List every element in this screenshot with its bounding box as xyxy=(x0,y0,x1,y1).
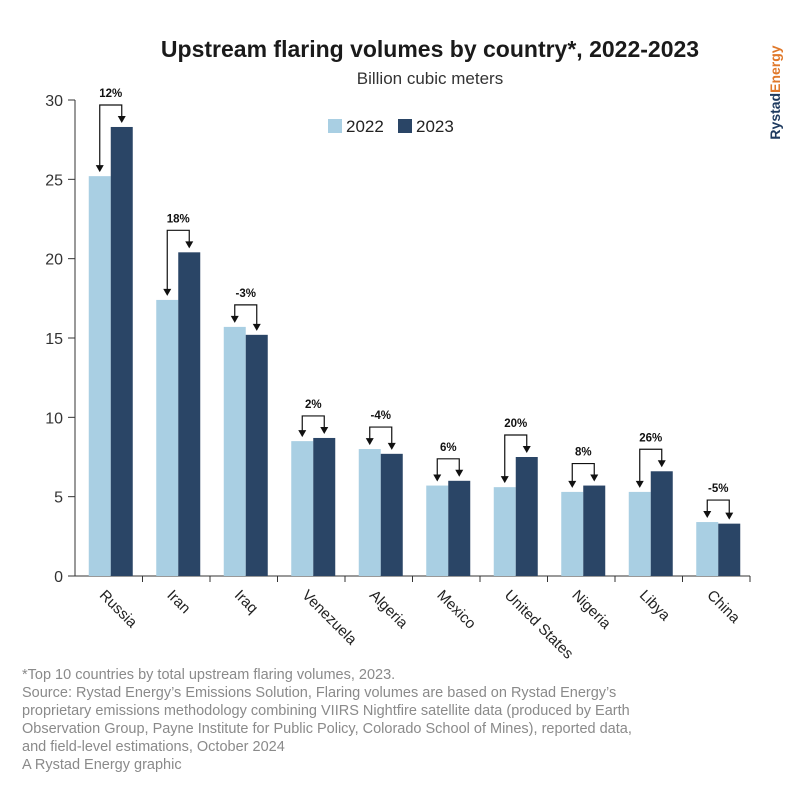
bar-2023 xyxy=(110,126,133,577)
y-tick-label: 10 xyxy=(45,410,63,427)
change-bracket xyxy=(99,104,123,167)
change-bracket xyxy=(369,426,393,444)
bar-2022 xyxy=(696,522,719,576)
arrow-head xyxy=(657,460,666,468)
chart-title: Upstream flaring volumes by country*, 20… xyxy=(160,36,700,62)
bar-2022 xyxy=(628,491,651,576)
footnote: *Top 10 countries by total upstream flar… xyxy=(22,667,396,683)
bar-2022 xyxy=(561,491,584,576)
bar-2023 xyxy=(245,334,268,576)
change-label: 20% xyxy=(504,418,527,430)
category-label: Nigeria xyxy=(568,587,614,633)
arrow-head xyxy=(568,480,577,488)
bar-2022 xyxy=(358,449,381,576)
arrow-head xyxy=(433,474,442,482)
legend-label-2023: 2023 xyxy=(416,117,454,136)
y-tick-label: 15 xyxy=(45,331,63,348)
y-tick-label: 30 xyxy=(45,93,63,110)
bar-2023 xyxy=(448,480,471,576)
category-label: Venezuela xyxy=(298,587,360,649)
graphic-credit: A Rystad Energy graphic xyxy=(22,757,182,773)
arrow-head xyxy=(590,474,599,482)
arrow-head xyxy=(387,442,396,450)
source-line-4: and field-level estimations, October 202… xyxy=(22,739,285,755)
change-bracket xyxy=(706,499,730,514)
change-bracket xyxy=(301,415,325,432)
category-label: Russia xyxy=(96,587,141,632)
bar-2023 xyxy=(380,453,403,576)
legend-label-2022: 2022 xyxy=(346,117,384,136)
chart-footer: *Top 10 countries by total upstream flar… xyxy=(22,666,792,774)
arrow-head xyxy=(230,315,239,323)
arrow-head xyxy=(95,165,104,173)
change-label: -4% xyxy=(371,410,391,422)
change-label: -5% xyxy=(708,483,728,495)
arrow-head xyxy=(500,476,509,484)
change-label: 6% xyxy=(440,442,457,454)
category-label: Algeria xyxy=(366,587,412,633)
bar-2022 xyxy=(88,176,111,576)
source-line-1: Source: Rystad Energy’s Emissions Soluti… xyxy=(22,685,617,701)
source-line-2: proprietary emissions methodology combin… xyxy=(22,703,630,719)
bar-2022 xyxy=(426,485,449,576)
category-label: Iran xyxy=(163,587,193,617)
chart-subtitle: Billion cubic meters xyxy=(356,69,504,88)
change-label: 12% xyxy=(99,88,122,100)
change-bracket xyxy=(571,462,595,482)
bar-2022 xyxy=(156,299,179,576)
bar-2022 xyxy=(223,326,246,576)
bar-2023 xyxy=(515,457,538,576)
change-label: -3% xyxy=(236,288,256,300)
category-label: China xyxy=(703,587,743,627)
source-line-3: Observation Group, Payne Institute for P… xyxy=(22,721,632,737)
arrow-head xyxy=(252,323,261,331)
legend-swatch-2022 xyxy=(328,119,342,133)
bar-2023 xyxy=(178,252,201,576)
y-tick-label: 20 xyxy=(45,252,63,269)
change-label: 2% xyxy=(305,399,322,411)
legend-swatch-2023 xyxy=(398,119,412,133)
bar-2023 xyxy=(313,437,336,576)
change-label: 26% xyxy=(639,432,662,444)
arrow-head xyxy=(298,430,307,438)
change-bracket xyxy=(166,229,190,290)
change-bracket xyxy=(504,434,528,478)
bar-2022 xyxy=(291,441,314,576)
arrow-head xyxy=(185,241,194,249)
y-tick-label: 25 xyxy=(45,172,63,189)
arrow-head xyxy=(365,438,374,446)
arrow-head xyxy=(725,512,734,520)
category-label: Iraq xyxy=(231,587,261,617)
change-bracket xyxy=(234,304,258,325)
change-bracket xyxy=(639,448,663,482)
change-label: 8% xyxy=(575,447,592,459)
bar-2023 xyxy=(718,523,741,576)
arrow-head xyxy=(163,288,172,296)
bar-chart: 0 5 10 15 20 25 30 2022 2023 12% Russia 18% Iran -3% I… xyxy=(45,88,751,663)
arrow-head xyxy=(117,115,126,123)
arrow-head xyxy=(635,480,644,488)
bar-2022 xyxy=(493,487,516,576)
change-label: 18% xyxy=(167,213,190,225)
change-bracket xyxy=(436,458,460,476)
category-label: Mexico xyxy=(433,587,479,633)
arrow-head xyxy=(320,426,329,434)
arrow-head xyxy=(703,511,712,519)
arrow-head xyxy=(455,469,464,477)
bar-2023 xyxy=(650,471,673,576)
bar-2023 xyxy=(583,485,606,576)
y-tick-label: 0 xyxy=(54,569,63,586)
arrow-head xyxy=(522,446,531,453)
category-label: Libya xyxy=(636,587,674,625)
category-label: United States xyxy=(501,587,577,663)
y-tick-label: 5 xyxy=(54,490,63,507)
